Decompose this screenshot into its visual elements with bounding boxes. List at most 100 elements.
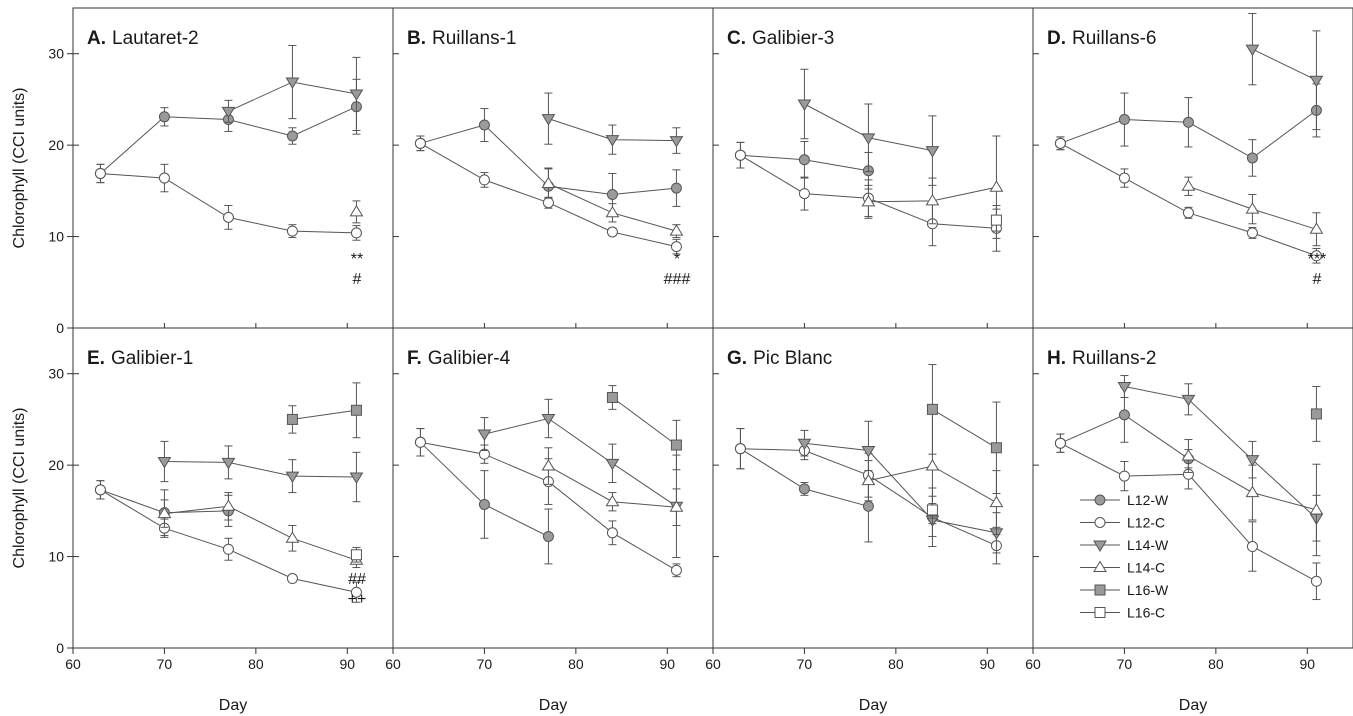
series-l16c: [990, 208, 1002, 232]
panel-frame: [1032, 327, 1353, 649]
panel-title: E. Galibier-1: [87, 348, 193, 369]
series-l12c: [94, 480, 362, 603]
data-point: [350, 586, 362, 598]
data-point: [221, 499, 236, 511]
data-point: [670, 182, 682, 194]
data-point: [94, 484, 106, 496]
data-point: [798, 483, 810, 495]
panel-g: 60 70 80 90 G. Pic Blanc: [705, 327, 1034, 672]
panel-name: Galibier-4: [428, 348, 511, 369]
data-point: [861, 194, 876, 207]
data-point: [478, 498, 490, 510]
data-point: [734, 443, 746, 455]
data-point: [925, 146, 940, 158]
data-point: [158, 111, 170, 123]
y-tick-label: 20: [48, 457, 64, 473]
panel-h: 60 70 80 90 H. Ruillans-2: [1025, 327, 1353, 672]
panel-title: C. Galibier-3: [727, 28, 834, 49]
legend-marker: [1094, 584, 1106, 596]
series-l14c: [1181, 176, 1324, 247]
panel-letter: A.: [87, 28, 106, 49]
legend-marker: [1093, 540, 1107, 552]
legend-label: L16-W: [1127, 582, 1169, 598]
series-l12w: [94, 78, 362, 184]
data-point: [734, 149, 746, 161]
panel-title: F. Galibier-4: [407, 348, 511, 369]
data-point: [606, 189, 618, 201]
data-point: [861, 133, 876, 145]
data-point: [605, 205, 620, 218]
data-point: [157, 456, 172, 469]
series-l14c: [861, 135, 1004, 239]
y-tick-label: 10: [48, 549, 64, 565]
y-tick-label: 30: [48, 366, 64, 382]
significance-annotation: #: [1313, 271, 1322, 288]
data-point: [1054, 437, 1066, 449]
x-axis-label: Day: [859, 697, 887, 714]
data-point: [861, 473, 876, 486]
panel-frame: [1032, 7, 1353, 329]
x-tick-label: 80: [1208, 656, 1224, 672]
panel-d: D. Ruillans-6 *** #: [1032, 7, 1353, 329]
panel-letter: E.: [87, 348, 105, 369]
data-point: [350, 549, 362, 561]
data-point: [414, 436, 426, 448]
panel-b: B. Ruillans-1 * ###: [392, 7, 714, 329]
panel-name: Galibier-1: [111, 348, 193, 369]
data-point: [349, 89, 364, 101]
series-l14c: [1181, 439, 1324, 557]
legend-marker: [1093, 560, 1107, 572]
x-tick-label: 70: [797, 656, 813, 672]
data-point: [541, 114, 556, 126]
legend-marker: [1094, 517, 1106, 528]
data-point: [797, 99, 812, 111]
panel-name: Ruillans-6: [1072, 28, 1156, 49]
panel-c: C. Galibier-3: [712, 7, 1034, 329]
data-point: [222, 211, 234, 223]
series-l14c: [541, 168, 684, 238]
panel-name: Galibier-3: [752, 28, 834, 49]
data-point: [541, 414, 556, 426]
data-point: [158, 172, 170, 184]
data-point: [221, 457, 236, 470]
data-point: [669, 136, 684, 148]
data-point: [797, 438, 812, 451]
series-line: [612, 397, 677, 446]
data-point: [1309, 75, 1324, 88]
series-l14w: [477, 398, 684, 558]
panel-letter: G.: [727, 348, 747, 369]
series-l14w: [541, 92, 684, 155]
y-tick-label: 0: [56, 320, 64, 336]
data-point: [1246, 541, 1258, 553]
data-point: [861, 446, 876, 458]
data-point: [1117, 382, 1132, 394]
series-line: [164, 505, 357, 561]
data-point: [286, 413, 298, 425]
panel-title: B. Ruillans-1: [407, 28, 516, 49]
data-point: [990, 214, 1002, 226]
data-point: [1310, 575, 1322, 587]
data-point: [285, 77, 300, 90]
series-l12c: [414, 135, 682, 255]
series-l14w: [797, 68, 940, 186]
y-axis-label-bottom: Chlorophyll (CCI units): [11, 408, 28, 569]
series-line: [1252, 48, 1317, 81]
legend-item-l14w: L14-W: [1080, 537, 1169, 553]
x-axis-label: Day: [1179, 697, 1207, 714]
series-line: [804, 442, 997, 534]
series-l14w: [1245, 12, 1324, 131]
panel-name: Lautaret-2: [112, 28, 199, 49]
legend-item-l16w: L16-W: [1080, 582, 1169, 598]
legend-item-l16c: L16-C: [1080, 605, 1165, 621]
data-point: [606, 226, 618, 238]
data-point: [670, 564, 682, 576]
data-point: [1181, 449, 1196, 461]
data-point: [221, 106, 236, 119]
x-axis-label: Day: [219, 697, 247, 714]
data-point: [349, 472, 364, 485]
x-tick-label: 70: [157, 656, 173, 672]
data-point: [285, 471, 300, 484]
series-line: [1060, 142, 1317, 257]
y-tick-label: 30: [48, 46, 64, 62]
